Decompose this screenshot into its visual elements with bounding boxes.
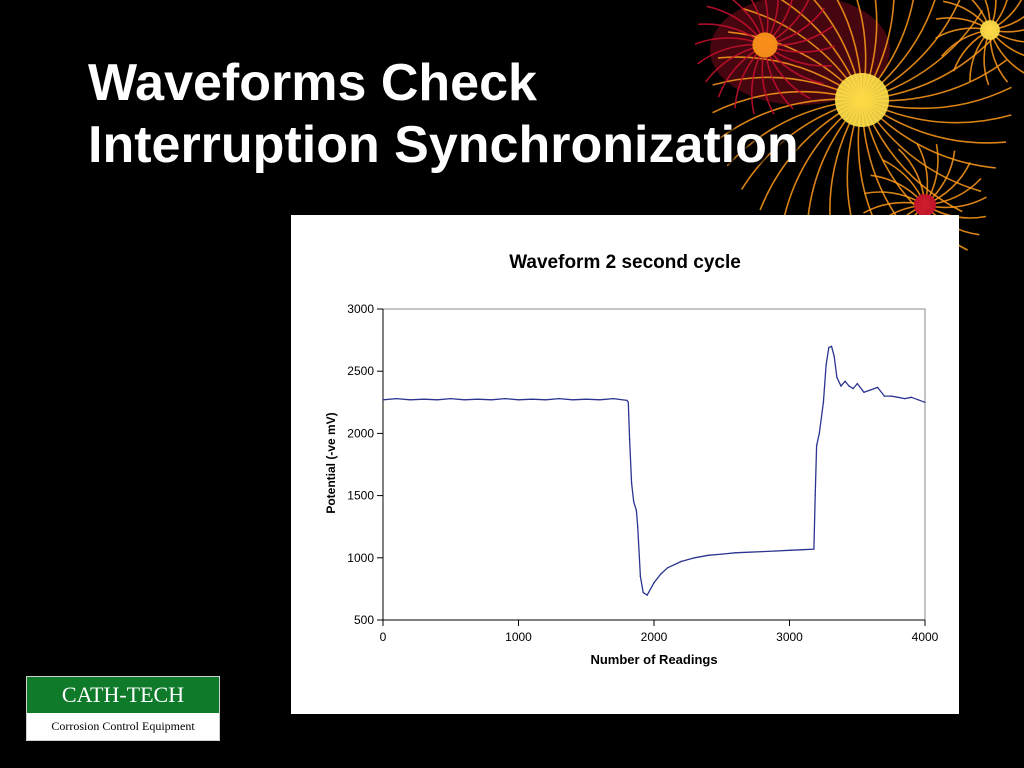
- data-point: [517, 399, 520, 401]
- data-point: [463, 399, 465, 401]
- data-point: [904, 397, 906, 400]
- data-point: [836, 376, 838, 379]
- y-tick-label: 2500: [347, 364, 374, 378]
- x-tick-label: 4000: [912, 630, 939, 644]
- data-point: [852, 387, 854, 390]
- data-point: [490, 399, 493, 401]
- data-point: [395, 397, 398, 400]
- data-point: [450, 397, 452, 400]
- x-tick-label: 0: [380, 630, 387, 644]
- data-point: [630, 482, 633, 484]
- plot-area-frame: [382, 308, 926, 621]
- y-axis-label: Potential (-ve mV): [324, 412, 338, 513]
- data-point: [818, 432, 820, 435]
- data-point: [721, 553, 723, 555]
- y-tick-label: 500: [354, 613, 374, 627]
- data-point: [840, 385, 842, 387]
- data-point: [910, 396, 913, 398]
- slide-title-line-1: Waveforms Check: [88, 54, 537, 112]
- data-point: [423, 398, 425, 400]
- data-point: [635, 509, 638, 512]
- slide-title-line-2: Interruption Synchronization: [88, 116, 799, 174]
- data-point: [436, 399, 438, 401]
- waveform-chart: Waveform 2 second cycle Potential (-ve m…: [324, 252, 939, 667]
- data-point: [822, 401, 825, 403]
- data-point: [917, 399, 919, 401]
- data-point: [870, 389, 872, 391]
- x-tick-label: 1000: [505, 630, 532, 644]
- data-point: [666, 567, 669, 569]
- data-point: [382, 399, 384, 401]
- slide-title: Waveforms Check Interruption Synchroniza…: [88, 52, 799, 176]
- data-point: [477, 398, 479, 400]
- x-tick-label: 3000: [776, 630, 803, 644]
- data-point: [844, 380, 846, 382]
- data-point: [599, 399, 601, 401]
- data-point: [890, 395, 892, 397]
- data-point: [626, 399, 628, 402]
- data-point: [707, 554, 709, 556]
- data-point: [646, 594, 648, 596]
- data-point: [572, 399, 574, 401]
- data-point: [633, 501, 635, 503]
- data-point: [814, 494, 816, 497]
- company-logo: CATH-TECH Corrosion Control Equipment: [26, 676, 220, 741]
- data-point: [531, 398, 533, 400]
- data-point: [830, 345, 833, 347]
- chart-panel: Waveform 2 second cycle Potential (-ve m…: [291, 215, 959, 714]
- data-point: [660, 573, 662, 575]
- y-tick-label: 1500: [347, 489, 374, 503]
- series-line: [382, 345, 926, 596]
- data-point: [876, 386, 879, 389]
- data-point: [680, 560, 682, 563]
- logo-brand-name: CATH-TECH: [27, 677, 219, 713]
- data-point: [828, 346, 830, 349]
- data-point: [833, 355, 835, 357]
- chart-title: Waveform 2 second cycle: [509, 252, 741, 273]
- data-point: [558, 397, 560, 400]
- data-point: [544, 399, 547, 401]
- data-point: [748, 551, 750, 553]
- data-point: [627, 401, 629, 403]
- data-point: [585, 398, 587, 400]
- data-point: [637, 526, 639, 528]
- data-point: [653, 582, 655, 584]
- x-tick-label: 2000: [641, 630, 668, 644]
- data-point: [734, 552, 736, 554]
- data-point: [788, 549, 791, 551]
- x-axis-label: Number of Readings: [590, 652, 717, 667]
- data-point: [813, 548, 815, 550]
- data-point: [924, 401, 926, 403]
- y-tick-label: 2000: [347, 426, 374, 440]
- data-point: [775, 550, 777, 552]
- y-tick-label: 1000: [347, 551, 374, 565]
- data-point: [897, 396, 899, 398]
- data-point: [628, 438, 631, 441]
- data-point: [848, 385, 850, 387]
- y-tick-label: 3000: [347, 302, 374, 316]
- data-point: [693, 557, 696, 559]
- data-point: [802, 549, 804, 551]
- logo-tagline: Corrosion Control Equipment: [51, 719, 195, 733]
- data-point: [504, 397, 506, 400]
- data-point: [825, 364, 827, 366]
- data-point: [642, 591, 644, 594]
- data-point: [612, 397, 615, 400]
- data-point: [883, 395, 886, 397]
- data-point: [409, 399, 411, 401]
- data-point: [856, 382, 858, 385]
- data-point: [863, 391, 865, 393]
- data-point: [815, 445, 818, 447]
- data-point: [639, 575, 642, 578]
- data-point: [761, 550, 764, 553]
